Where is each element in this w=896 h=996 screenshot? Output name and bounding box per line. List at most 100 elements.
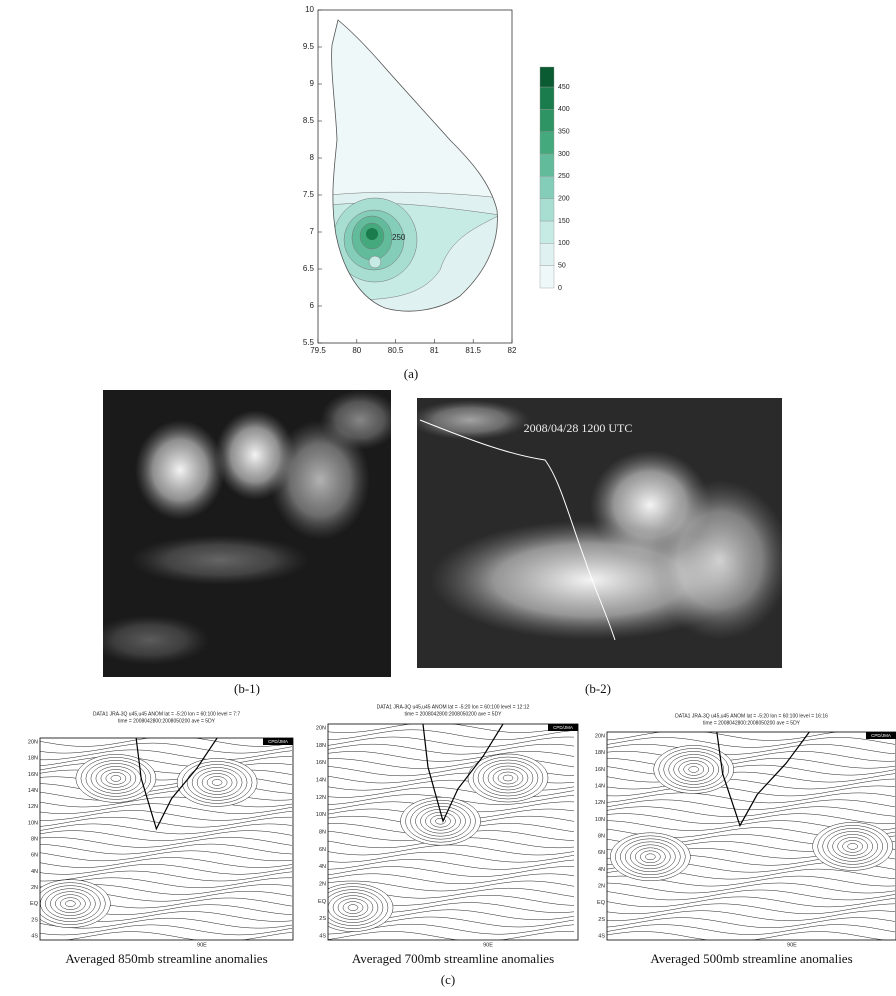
streamline xyxy=(40,763,293,774)
streamline xyxy=(328,844,575,856)
caption: (b-1) xyxy=(234,681,260,696)
source-badge xyxy=(263,738,293,745)
streamline xyxy=(328,859,575,870)
streamline xyxy=(40,843,293,855)
streamline xyxy=(607,889,896,901)
plot-frame xyxy=(327,723,579,941)
streamline xyxy=(40,742,293,754)
streamline xyxy=(196,770,238,795)
streamlines xyxy=(40,738,293,940)
lat-tick-label: 20N xyxy=(316,725,326,731)
streamline xyxy=(40,917,293,929)
streamline xyxy=(832,834,873,859)
streamline xyxy=(635,847,666,867)
streamline xyxy=(50,891,91,916)
colorbar-label: 100 xyxy=(558,240,570,247)
colorbar-label: 250 xyxy=(558,173,570,180)
caption: Averaged 500mb streamline anomalies xyxy=(650,951,852,966)
colorbar-segment xyxy=(539,198,555,222)
y-tick-label: 9 xyxy=(310,79,315,88)
streamline xyxy=(497,771,519,785)
x-tick-label: 80 xyxy=(352,346,361,355)
y-tick-label: 8.5 xyxy=(303,116,315,125)
colorbar-segment xyxy=(539,176,555,199)
coastline xyxy=(422,724,504,823)
colorbar-label: 400 xyxy=(558,106,570,113)
streamline xyxy=(842,840,863,853)
lat-tick-label: 14N xyxy=(316,777,326,783)
colorbar-label: 300 xyxy=(558,151,570,158)
streamline xyxy=(40,837,293,848)
x-tick-label: 80.5 xyxy=(388,346,404,355)
plot-header: DATA1 JRA-3Q u45,u45 ANOM lat = -5:20 lo… xyxy=(377,704,530,710)
streamline xyxy=(607,882,896,894)
lat-tick-label: 14N xyxy=(28,788,38,794)
lat-tick-label: 2N xyxy=(319,881,326,887)
lat-tick-label: 10N xyxy=(316,812,326,818)
colorbar-segment xyxy=(539,86,555,110)
streamline xyxy=(40,870,293,882)
streamline xyxy=(40,816,292,828)
streamline xyxy=(607,917,896,928)
streamline xyxy=(80,757,152,800)
streamline xyxy=(40,850,293,862)
streamline xyxy=(337,898,369,917)
lat-tick-label: 2N xyxy=(31,885,38,891)
streamline xyxy=(40,749,293,761)
lat-tick-label: 6N xyxy=(31,853,38,859)
plot-header: time = 2008042800:2008050200 ave = 5DY xyxy=(404,711,502,717)
lat-tick-label: 2N xyxy=(598,883,605,889)
streamline xyxy=(65,900,76,907)
streamline xyxy=(211,779,223,786)
y-tick-label: 7.5 xyxy=(303,190,315,199)
streamline xyxy=(75,754,157,803)
vortex-bg xyxy=(468,754,548,802)
x-tick-label: 82 xyxy=(508,346,517,355)
lat-tick-label: 12N xyxy=(316,795,326,801)
lon-tick-label: 90E xyxy=(483,942,493,948)
streamline xyxy=(85,760,147,797)
streamline xyxy=(607,744,896,755)
colorbar-segment xyxy=(539,243,555,266)
lat-tick-label: 4N xyxy=(598,867,605,873)
source-label: CPD/JMA xyxy=(871,733,891,738)
streamline xyxy=(40,738,293,747)
streamline xyxy=(620,838,681,876)
vortex-bg xyxy=(400,797,481,846)
streamline xyxy=(105,772,127,785)
source-label: CPD/JMA xyxy=(268,739,288,744)
lat-tick-label: 18N xyxy=(316,743,326,749)
y-tick-label: 6.5 xyxy=(303,264,315,273)
satellite-image xyxy=(103,390,391,677)
streamline xyxy=(607,792,896,804)
vortex-bg xyxy=(75,754,156,803)
streamline xyxy=(328,883,394,932)
streamline xyxy=(40,882,106,925)
caption: (b-2) xyxy=(585,681,611,696)
colorbar-segment xyxy=(539,109,555,132)
streamline-plot: DATA1 JRA-3Q u45,u45 ANOM lat = -5:20 lo… xyxy=(28,711,294,966)
streamline xyxy=(328,866,575,877)
streamline xyxy=(607,896,896,908)
streamline xyxy=(332,895,374,920)
streamline xyxy=(607,751,896,762)
colorbar-segment xyxy=(539,153,555,177)
lat-tick-label: 16N xyxy=(316,760,326,766)
streamline xyxy=(328,736,575,748)
lat-tick-label: 10N xyxy=(595,817,605,823)
streamline xyxy=(176,758,258,807)
x-tick-label: 81 xyxy=(430,346,439,355)
lat-tick-label: EQ xyxy=(318,899,327,905)
streamline xyxy=(472,756,544,800)
y-tick-label: 5.5 xyxy=(303,338,315,347)
lat-tick-label: 14N xyxy=(595,783,605,789)
lat-tick-label: 8N xyxy=(31,836,38,842)
streamline xyxy=(812,822,893,871)
streamline xyxy=(827,831,878,862)
caption: (a) xyxy=(404,366,418,381)
streamline xyxy=(822,828,883,865)
streamline xyxy=(40,796,293,808)
lat-tick-label: 4N xyxy=(31,869,38,875)
lat-tick-label: 2S xyxy=(598,917,605,923)
streamline xyxy=(328,724,575,733)
